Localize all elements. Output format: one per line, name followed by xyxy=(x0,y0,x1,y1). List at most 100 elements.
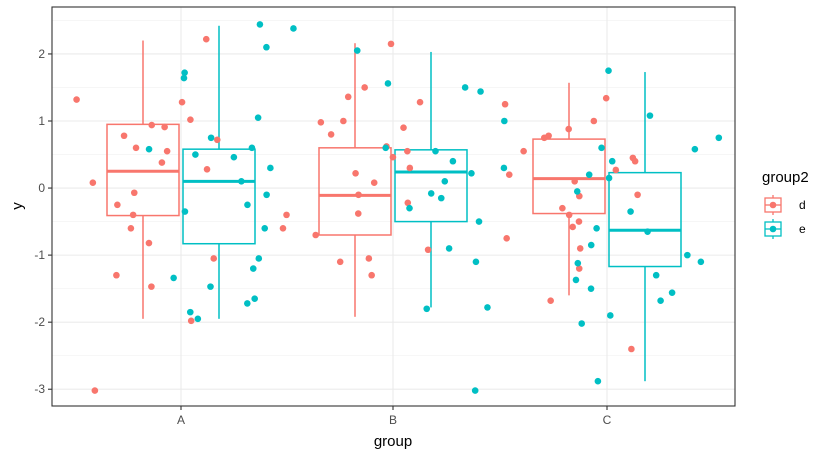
legend: group2 de xyxy=(762,169,809,240)
point-e-A xyxy=(145,145,153,153)
point-d-B xyxy=(404,199,412,207)
point-d-A xyxy=(158,159,166,166)
point-e-C xyxy=(605,174,613,182)
point-e-A xyxy=(194,315,202,323)
legend-item-e: e xyxy=(762,218,806,240)
point-e-C xyxy=(657,297,664,305)
point-d-A xyxy=(148,121,156,129)
point-e-C xyxy=(608,157,616,165)
legend-key-point xyxy=(769,201,777,209)
box-iqr xyxy=(394,149,468,223)
point-e-C xyxy=(573,188,581,195)
point-e-B xyxy=(406,204,413,212)
point-e-B xyxy=(475,218,483,225)
point-d-B xyxy=(404,147,411,155)
point-d-A xyxy=(210,255,218,262)
point-e-A xyxy=(230,153,238,161)
point-e-A xyxy=(170,274,177,282)
legend-label: d xyxy=(799,198,806,212)
legend-key-point xyxy=(769,225,777,233)
point-d-C xyxy=(559,204,566,212)
point-d-B xyxy=(344,93,352,101)
point-e-A xyxy=(192,151,199,158)
point-e-A xyxy=(261,224,269,232)
point-e-A xyxy=(186,308,194,316)
point-d-A xyxy=(178,98,186,106)
point-e-B xyxy=(468,170,475,177)
point-d-C xyxy=(576,245,584,252)
point-d-C xyxy=(628,345,635,353)
point-d-B xyxy=(416,98,424,106)
point-d-C xyxy=(629,154,637,162)
point-e-A xyxy=(254,114,262,121)
point-e-C xyxy=(627,208,634,215)
point-d-B xyxy=(365,255,373,262)
point-e-A xyxy=(180,74,188,82)
box-d-A xyxy=(106,40,180,319)
legend-title: group2 xyxy=(762,169,809,186)
point-d-C xyxy=(569,223,576,231)
point-d-A xyxy=(213,136,221,144)
point-d-B xyxy=(283,211,290,219)
point-e-A xyxy=(207,283,214,290)
point-d-C xyxy=(565,211,573,219)
point-e-C xyxy=(587,241,595,249)
boxes-layer xyxy=(106,25,682,382)
point-e-B xyxy=(477,88,484,95)
point-e-C xyxy=(697,258,705,266)
point-e-B xyxy=(384,80,392,87)
point-d-B xyxy=(340,117,347,125)
point-d-B xyxy=(354,210,362,217)
point-d-A xyxy=(129,211,137,219)
box-iqr xyxy=(182,148,256,245)
point-d-C xyxy=(540,134,548,142)
box-iqr xyxy=(318,147,392,236)
point-e-B xyxy=(427,190,435,197)
point-d-C xyxy=(503,235,510,242)
box-iqr xyxy=(608,171,682,268)
point-d-C xyxy=(590,117,598,125)
legend-label: e xyxy=(799,222,806,236)
point-e-C xyxy=(607,312,614,319)
point-d-B xyxy=(312,231,319,239)
point-d-A xyxy=(89,179,97,186)
point-d-C xyxy=(575,218,583,225)
point-e-B xyxy=(353,47,361,54)
point-e-A xyxy=(207,134,215,142)
point-e-C xyxy=(715,134,723,142)
x-tick-label: C xyxy=(603,413,612,427)
x-axis: A B C xyxy=(177,406,612,427)
point-d-A xyxy=(127,224,135,232)
point-e-C xyxy=(572,276,580,284)
legend-items: de xyxy=(762,194,806,240)
y-axis: -3 -2 -1 0 1 2 xyxy=(34,47,52,396)
point-e-A xyxy=(255,255,263,262)
point-d-A xyxy=(187,317,195,325)
point-e-B xyxy=(449,157,457,165)
y-tick-label: 1 xyxy=(38,114,45,128)
point-e-C xyxy=(605,67,612,75)
point-e-B xyxy=(461,84,469,91)
point-d-B xyxy=(424,246,432,254)
point-d-B xyxy=(317,119,325,126)
y-axis-title: y xyxy=(9,202,26,210)
point-e-A xyxy=(248,144,256,152)
point-d-C xyxy=(501,100,509,108)
point-d-A xyxy=(91,387,99,394)
point-d-C xyxy=(547,297,554,305)
point-e-A xyxy=(256,21,264,28)
point-d-B xyxy=(368,271,375,279)
point-d-A xyxy=(113,271,120,279)
x-tick-label: A xyxy=(177,413,185,427)
point-d-A xyxy=(163,147,171,155)
point-d-A xyxy=(161,123,168,131)
point-d-B xyxy=(389,153,397,161)
point-d-A xyxy=(145,239,153,247)
point-e-A xyxy=(244,201,251,209)
y-tick-label: -1 xyxy=(34,248,45,262)
point-d-C xyxy=(634,191,641,199)
y-tick-label: -2 xyxy=(34,315,45,329)
point-d-A xyxy=(130,189,138,197)
point-e-C xyxy=(594,377,602,385)
